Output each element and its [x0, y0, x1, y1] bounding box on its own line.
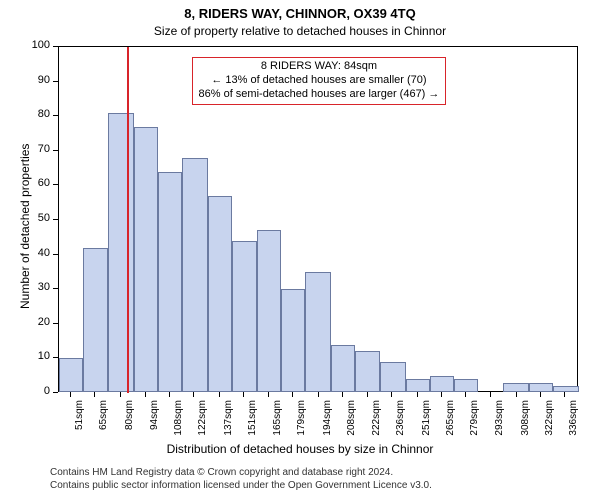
footer-line-1: Contains HM Land Registry data © Crown c… — [50, 466, 432, 479]
histogram-bar — [406, 379, 430, 392]
x-tick-label: 151sqm — [248, 400, 258, 440]
x-tick-label: 279sqm — [470, 400, 480, 440]
x-tick-mark — [193, 392, 194, 397]
x-tick-mark — [516, 392, 517, 397]
page-subtitle: Size of property relative to detached ho… — [0, 24, 600, 38]
x-tick-mark — [120, 392, 121, 397]
x-tick-label: 65sqm — [99, 400, 109, 440]
x-axis-label: Distribution of detached houses by size … — [0, 442, 600, 456]
x-tick-mark — [94, 392, 95, 397]
y-tick-label: 40 — [20, 248, 50, 259]
annotation-line: 86% of semi-detached houses are larger (… — [199, 88, 440, 102]
y-tick-label: 60 — [20, 178, 50, 189]
x-tick-label: 222sqm — [372, 400, 382, 440]
x-tick-label: 265sqm — [446, 400, 456, 440]
x-tick-mark — [318, 392, 319, 397]
annotation-box: 8 RIDERS WAY: 84sqm← 13% of detached hou… — [192, 57, 447, 104]
y-tick-label: 100 — [20, 40, 50, 51]
footer-line-2: Contains public sector information licen… — [50, 479, 432, 492]
histogram-bar — [454, 379, 478, 392]
histogram-bar — [430, 376, 454, 392]
x-tick-mark — [169, 392, 170, 397]
histogram-bar — [208, 196, 232, 392]
histogram-plot: 8 RIDERS WAY: 84sqm← 13% of detached hou… — [58, 46, 578, 392]
histogram-bar — [83, 248, 107, 392]
x-tick-mark — [417, 392, 418, 397]
histogram-bar — [281, 289, 305, 392]
histogram-bar — [503, 383, 529, 392]
histogram-bar — [232, 241, 256, 392]
histogram-bar — [331, 345, 355, 392]
y-tick-mark — [53, 115, 58, 116]
x-tick-mark — [342, 392, 343, 397]
x-tick-label: 137sqm — [224, 400, 234, 440]
y-tick-mark — [53, 184, 58, 185]
x-tick-mark — [268, 392, 269, 397]
x-tick-label: 80sqm — [125, 400, 135, 440]
histogram-bar — [257, 230, 281, 392]
y-tick-label: 90 — [20, 75, 50, 86]
x-tick-label: 236sqm — [396, 400, 406, 440]
x-tick-mark — [292, 392, 293, 397]
y-tick-label: 70 — [20, 144, 50, 155]
x-tick-label: 194sqm — [323, 400, 333, 440]
x-tick-mark — [564, 392, 565, 397]
attribution-footer: Contains HM Land Registry data © Crown c… — [50, 466, 432, 492]
y-tick-label: 10 — [20, 351, 50, 362]
x-tick-mark — [391, 392, 392, 397]
y-tick-label: 30 — [20, 282, 50, 293]
x-tick-label: 208sqm — [347, 400, 357, 440]
histogram-bar — [355, 351, 379, 392]
x-tick-label: 108sqm — [174, 400, 184, 440]
x-tick-mark — [145, 392, 146, 397]
histogram-bar — [529, 383, 553, 392]
x-tick-label: 293sqm — [495, 400, 505, 440]
y-tick-label: 20 — [20, 317, 50, 328]
x-tick-label: 94sqm — [150, 400, 160, 440]
x-tick-label: 251sqm — [422, 400, 432, 440]
histogram-bar — [59, 358, 83, 392]
histogram-bar — [305, 272, 331, 392]
histogram-bar — [158, 172, 182, 392]
page-title: 8, RIDERS WAY, CHINNOR, OX39 4TQ — [0, 6, 600, 21]
y-tick-mark — [53, 219, 58, 220]
x-tick-label: 165sqm — [273, 400, 283, 440]
x-tick-label: 122sqm — [198, 400, 208, 440]
x-tick-mark — [219, 392, 220, 397]
histogram-bar — [182, 158, 208, 392]
y-tick-mark — [53, 46, 58, 47]
y-tick-mark — [53, 357, 58, 358]
histogram-bar — [108, 113, 134, 392]
y-tick-mark — [53, 323, 58, 324]
x-tick-mark — [243, 392, 244, 397]
y-tick-mark — [53, 81, 58, 82]
x-tick-label: 322sqm — [545, 400, 555, 440]
y-tick-label: 0 — [20, 386, 50, 397]
x-tick-mark — [367, 392, 368, 397]
x-tick-label: 51sqm — [75, 400, 85, 440]
x-tick-mark — [540, 392, 541, 397]
histogram-bar — [553, 386, 579, 392]
property-marker-line — [127, 47, 129, 393]
x-tick-mark — [490, 392, 491, 397]
y-tick-mark — [53, 150, 58, 151]
x-tick-mark — [465, 392, 466, 397]
histogram-bar — [380, 362, 406, 392]
y-tick-label: 80 — [20, 109, 50, 120]
annotation-line: ← 13% of detached houses are smaller (70… — [199, 74, 440, 88]
y-tick-mark — [53, 254, 58, 255]
x-tick-label: 308sqm — [521, 400, 531, 440]
x-tick-mark — [70, 392, 71, 397]
histogram-bar — [134, 127, 158, 392]
x-tick-mark — [441, 392, 442, 397]
y-tick-mark — [53, 288, 58, 289]
x-tick-label: 336sqm — [569, 400, 579, 440]
annotation-line: 8 RIDERS WAY: 84sqm — [199, 60, 440, 74]
y-tick-mark — [53, 392, 58, 393]
x-tick-label: 179sqm — [297, 400, 307, 440]
y-tick-label: 50 — [20, 213, 50, 224]
